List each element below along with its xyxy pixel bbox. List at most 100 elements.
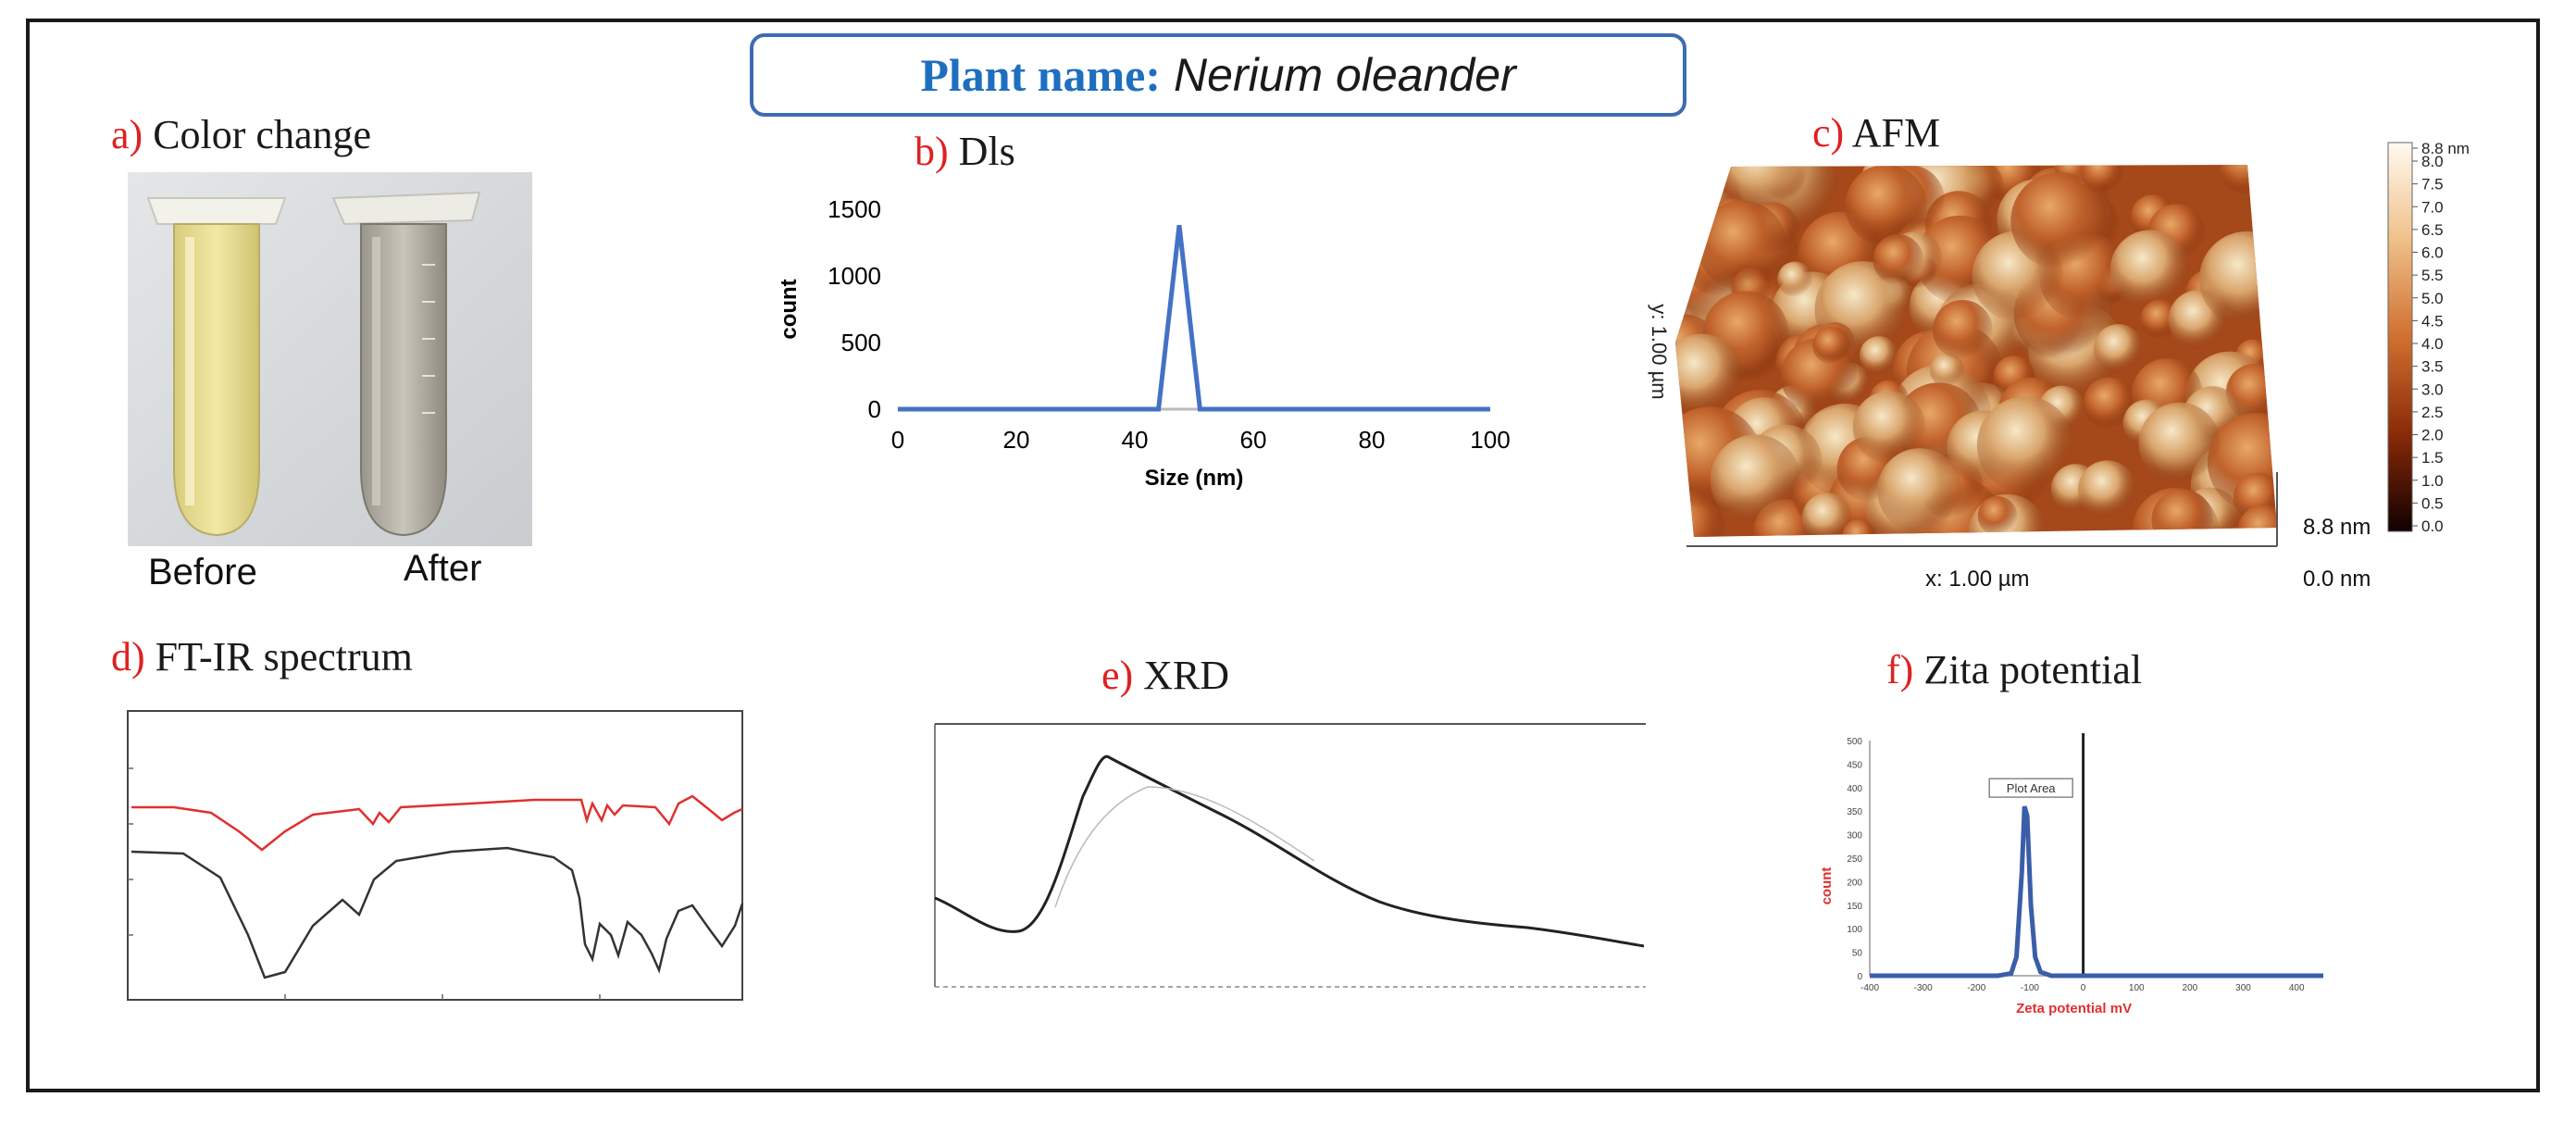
- dls-series-line: [898, 224, 1490, 412]
- figure-title-label: Plant name:: [920, 49, 1162, 101]
- dls-x-tick-label: 100: [1470, 426, 1510, 454]
- afm-grain: [1932, 299, 1993, 360]
- colorbar-tick-label: 3.5: [2421, 358, 2444, 376]
- afm-z-label: 8.8 nm: [2303, 515, 2371, 540]
- afm-grain: [1977, 495, 2018, 536]
- panel-a-title: a) Color change: [111, 111, 371, 158]
- dls-ylabel: count: [777, 279, 802, 339]
- afm-surface-plot: y: 1.00 µm: [1648, 165, 2278, 547]
- afm-colorbar: 8.8 nm8.0 7.5 7.0 6.5 6.0 5.5 5.0 4.5 4.0 3.5 3.0 2…: [2387, 140, 2470, 535]
- panel-b-name: Dls: [958, 129, 1015, 174]
- ftir-red-line: [131, 794, 743, 852]
- ftir-chart: [127, 710, 744, 1001]
- panel-a-letter: a): [111, 112, 143, 157]
- panel-d-name: FT-IR spectrum: [155, 634, 413, 679]
- panel-f-name: Zita potential: [1923, 647, 2143, 692]
- colorbar-tick-label: 4.5: [2421, 312, 2444, 330]
- afm-grain: [1976, 396, 2074, 494]
- afm-grain: [1777, 261, 1813, 297]
- afm-grain: [2207, 413, 2277, 512]
- colorbar-tick-label: 2.0: [2421, 427, 2444, 444]
- afm-grain: [1812, 326, 1851, 365]
- ftir-black-line: [131, 846, 744, 979]
- panel-e-letter: e): [1101, 653, 1134, 698]
- zeta-x-tick-label: 200: [2183, 983, 2198, 993]
- afm-grain: [1697, 200, 1787, 291]
- label-before: Before: [148, 552, 257, 592]
- afm-grain: [1877, 448, 1962, 533]
- zeta-x-tick-label: 300: [2235, 983, 2251, 993]
- colorbar-tick-label: 8.0: [2421, 153, 2444, 170]
- panel-d-title: d) FT-IR spectrum: [111, 633, 413, 680]
- colorbar-tick-label: 6.5: [2421, 221, 2444, 239]
- zeta-x-tick-label: 0: [2081, 983, 2086, 993]
- zeta-y-tick-label: 200: [1847, 878, 1862, 888]
- colorbar-tick-label: 4.0: [2421, 335, 2444, 353]
- dls-x-tick-label: 80: [1359, 426, 1386, 454]
- colorbar-tick-label: 3.0: [2421, 380, 2444, 398]
- dls-chart: 0 500 1000 1500 0 20 40 60 80 100 Size (nm) coun…: [777, 195, 1511, 491]
- zeta-x-tick-label: -100: [2021, 983, 2039, 993]
- afm-grain: [1852, 391, 1926, 464]
- zeta-ylabel: count: [1819, 867, 1835, 905]
- panel-e-name: XRD: [1143, 653, 1230, 698]
- afm-grain: [1801, 492, 1853, 537]
- dls-x-tick-label: 0: [891, 426, 904, 454]
- colorbar-tick-label: 5.0: [2421, 290, 2444, 307]
- zeta-annotation: Plot Area: [2007, 781, 2057, 795]
- panel-b-title: b) Dls: [915, 128, 1015, 175]
- afm-grain: [2080, 165, 2123, 193]
- panel-f-letter: f): [1886, 647, 1914, 692]
- afm-x-label: x: 1.00 µm: [1925, 567, 2030, 592]
- figure-frame: [26, 19, 2540, 1092]
- afm-grain: [1873, 234, 1923, 285]
- colorbar-tick-label: 7.0: [2421, 198, 2444, 216]
- colorbar-tick-label: 1.0: [2421, 472, 2444, 490]
- dls-y-tick-label: 0: [868, 395, 881, 423]
- panel-f-title: f) Zita potential: [1886, 646, 2142, 693]
- afm-grain: [1710, 434, 1801, 525]
- colorbar-tick-label: 1.5: [2421, 449, 2444, 467]
- colorbar-tick-label: 0.5: [2421, 494, 2444, 512]
- dls-y-tick-label: 1500: [828, 195, 881, 223]
- zeta-y-tick-label: 100: [1847, 925, 1862, 935]
- xrd-chart: [934, 723, 1646, 988]
- zeta-xlabel: Zeta potential mV: [2016, 1001, 2132, 1016]
- colorbar-tick-label: 5.5: [2421, 267, 2444, 284]
- afm-grain: [2237, 505, 2277, 537]
- afm-grain: [2094, 324, 2144, 374]
- afm-grain: [2010, 171, 2109, 270]
- colorbar-tick-label: 0.0: [2421, 517, 2444, 535]
- colorbar-tick-label: 7.5: [2421, 176, 2444, 193]
- dls-x-tick-label: 20: [1003, 426, 1030, 454]
- afm-bottom-right-label: 0.0 nm: [2303, 567, 2371, 592]
- afm-grain: [1721, 165, 1807, 215]
- zeta-annotation-box: [1988, 778, 2073, 798]
- zeta-y-tick-label: 500: [1847, 737, 1862, 747]
- zeta-y-tick-label: 50: [1852, 949, 1863, 959]
- zeta-x-tick-label: 100: [2129, 983, 2145, 993]
- afm-grain: [2244, 165, 2277, 189]
- zeta-series-line: [1870, 805, 2323, 979]
- zeta-y-tick-label: 250: [1847, 854, 1862, 865]
- dls-x-tick-label: 60: [1240, 426, 1267, 454]
- tube-after: [331, 191, 481, 537]
- panel-c-name: AFM: [1851, 110, 1941, 156]
- xrd-fit-line: [1054, 786, 1315, 908]
- zeta-x-tick-label: -300: [1914, 983, 1933, 993]
- afm-grain: [2198, 231, 2277, 327]
- colorbar-tick-label: 8.8 nm: [2421, 140, 2470, 157]
- zeta-chart: 0 50 100 150 200 250 300 350 400 450 500 -400 -300 -…: [1819, 733, 2323, 1016]
- afm-grain: [2151, 489, 2214, 537]
- tubes-photo: [128, 172, 532, 546]
- tube-before: [146, 197, 287, 537]
- panel-c-title: c) AFM: [1812, 109, 1940, 156]
- dls-y-tick-label: 1000: [828, 262, 881, 290]
- dls-xlabel: Size (nm): [1145, 466, 1244, 491]
- zeta-x-tick-label: -200: [1967, 983, 1985, 993]
- zeta-y-tick-label: 150: [1847, 902, 1862, 912]
- dls-y-tick-label: 500: [841, 329, 881, 356]
- zeta-x-tick-label: -400: [1860, 983, 1879, 993]
- afm-grain: [1845, 165, 1927, 247]
- panel-a-name: Color change: [153, 112, 371, 157]
